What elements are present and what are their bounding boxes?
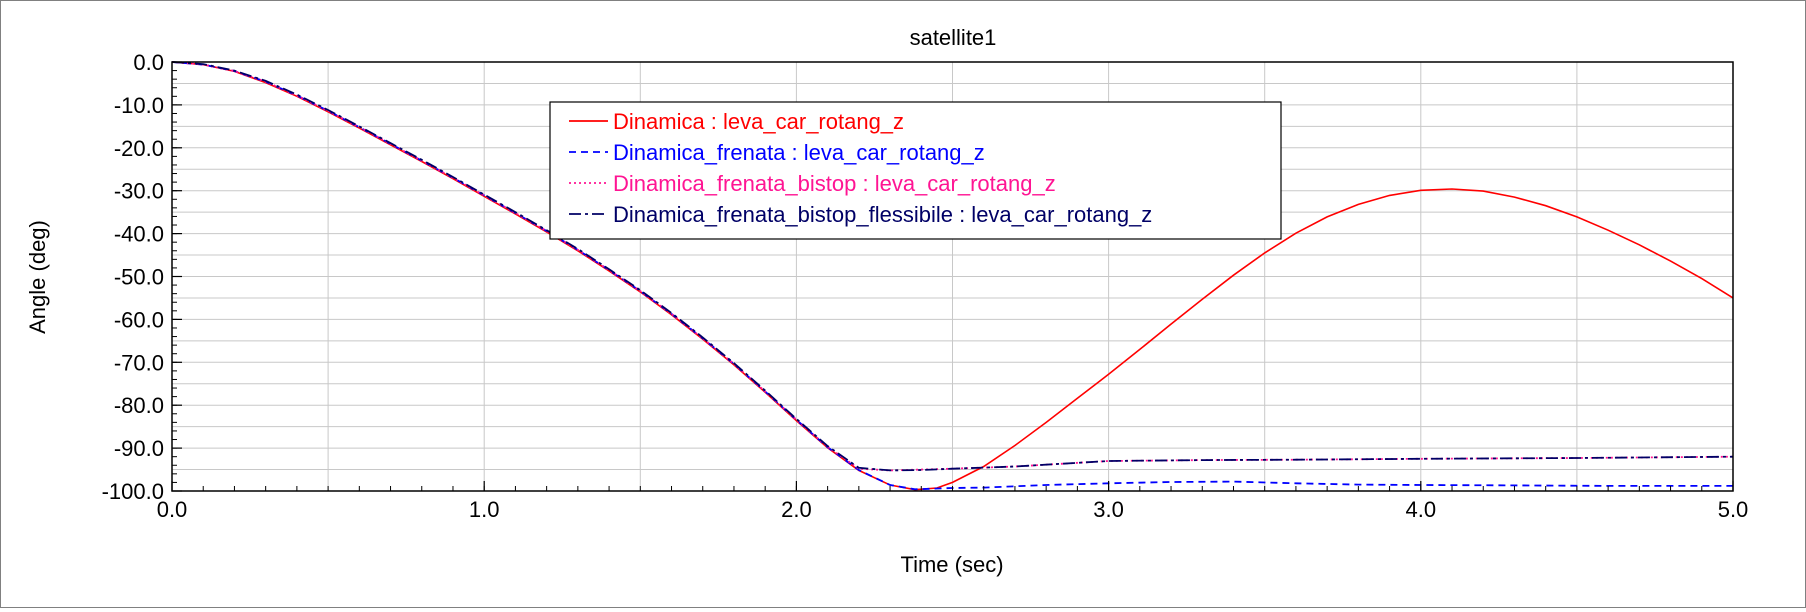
x-tick-label: 4.0 — [1406, 497, 1437, 522]
legend-entry: Dinamica_frenata_bistop : leva_car_rotan… — [613, 171, 1056, 196]
x-tick-label: 0.0 — [157, 497, 188, 522]
y-tick-label: -90.0 — [114, 436, 164, 461]
y-tick-label: -60.0 — [114, 307, 164, 332]
chart-title: satellite1 — [910, 25, 997, 50]
y-tick-label: -100.0 — [102, 479, 164, 504]
y-tick-label: -50.0 — [114, 265, 164, 290]
y-tick-label: -40.0 — [114, 222, 164, 247]
y-axis-label: Angle (deg) — [25, 220, 50, 334]
x-axis-label: Time (sec) — [900, 552, 1003, 577]
y-tick-label: -70.0 — [114, 350, 164, 375]
axes: 0.0 1.0 2.0 3.0 4.0 5.0 0.0 -10.0 -20.0 -30.0 -40.… — [102, 50, 1749, 522]
y-tick-label: -80.0 — [114, 393, 164, 418]
legend: Dinamica : leva_car_rotang_z Dinamica_fre… — [549, 101, 1282, 240]
y-tick-label: -30.0 — [114, 179, 164, 204]
x-tick-label: 1.0 — [469, 497, 500, 522]
y-tick-label: 0.0 — [133, 50, 164, 75]
x-tick-label: 2.0 — [781, 497, 812, 522]
legend-box — [549, 101, 1282, 240]
series-lines — [171, 61, 1734, 491]
y-tick-label: -20.0 — [114, 136, 164, 161]
x-tick-label: 5.0 — [1718, 497, 1749, 522]
x-tick-label: 3.0 — [1093, 497, 1124, 522]
legend-entry: Dinamica : leva_car_rotang_z — [613, 109, 904, 134]
legend-entry: Dinamica_frenata : leva_car_rotang_z — [613, 140, 985, 165]
y-tick-label: -10.0 — [114, 93, 164, 118]
legend-entry: Dinamica_frenata_bistop_flessibile : lev… — [613, 202, 1152, 227]
